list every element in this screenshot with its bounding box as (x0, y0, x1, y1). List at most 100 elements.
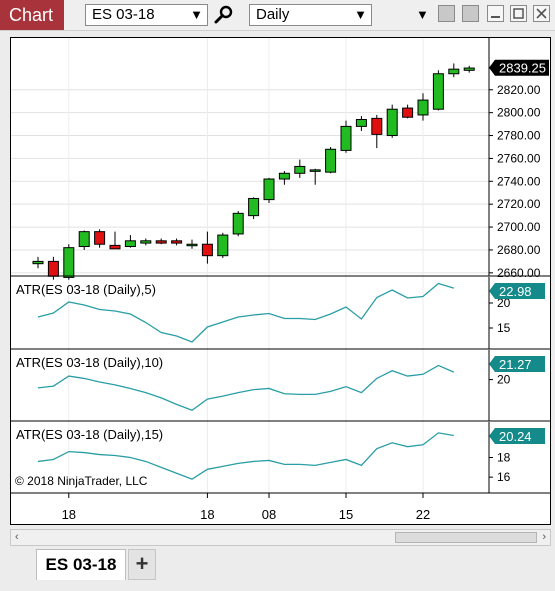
chart-canvas[interactable]: 2660.00 2680.00 2700.00 2720.00 2740.00 2760.… (11, 38, 550, 524)
price-tick-label: 2660.00 (497, 266, 541, 280)
candle-body (432, 73, 444, 110)
candle-body (155, 240, 167, 244)
minimize-button[interactable] (487, 5, 504, 22)
candle-body (109, 244, 121, 250)
tab-es-03-18[interactable]: ES 03-18 (36, 549, 126, 580)
candle (217, 232, 229, 258)
candle-body (32, 260, 44, 265)
time-tick-label: 15 (339, 507, 353, 522)
atr-line (37, 432, 454, 480)
time-axis: 18 18 08 15 22 (62, 493, 430, 522)
candle-body (325, 148, 337, 173)
candle (448, 63, 460, 78)
candle (109, 231, 121, 250)
price-tick-label: 2680.00 (497, 243, 541, 257)
interval-selector[interactable]: Daily ▼ (249, 4, 372, 26)
close-icon (536, 8, 547, 19)
candle (402, 104, 414, 119)
candles (32, 63, 475, 280)
price-tick-label: 2740.00 (497, 174, 541, 188)
candle (263, 177, 275, 204)
candle-body (94, 231, 106, 245)
candle-body (217, 234, 229, 257)
chevron-down-icon: ▼ (190, 7, 203, 22)
candle (325, 146, 337, 174)
maximize-icon (513, 8, 524, 19)
candle-body (278, 172, 290, 180)
atr-tick-label: 18 (497, 451, 511, 465)
price-tick-label: 2820.00 (497, 83, 541, 97)
candle (124, 235, 136, 248)
atr-last-value: 21.27 (499, 357, 532, 372)
atr-last-value: 22.98 (499, 284, 532, 299)
candle-body (309, 169, 321, 172)
search-button[interactable] (213, 4, 235, 26)
candle-body (386, 108, 398, 137)
add-tab-button[interactable]: + (128, 549, 156, 580)
candle-body (232, 212, 244, 235)
tile-button[interactable] (438, 5, 455, 22)
candle (248, 197, 260, 220)
candle-body (371, 117, 383, 135)
candle (94, 229, 106, 248)
link-button[interactable] (462, 5, 479, 22)
minimize-icon (491, 16, 500, 18)
candle-body (463, 67, 475, 71)
instrument-selector[interactable]: ES 03-18 ▼ (85, 4, 208, 26)
copyright-text: © 2018 NinjaTrader, LLC (15, 474, 148, 488)
atr-panel-3: 16 18 ATR(ES 03-18 (Daily),15) 20.24 (11, 422, 550, 494)
chart-area[interactable]: 2660.00 2680.00 2700.00 2720.00 2740.00 2760.… (10, 37, 551, 525)
candle (155, 238, 167, 245)
candle (371, 114, 383, 149)
candle-body (124, 240, 136, 248)
close-button[interactable] (533, 5, 550, 22)
price-axis: 2660.00 2680.00 2700.00 2720.00 2740.00 2760.… (11, 38, 550, 280)
atr-panel-2: 20 ATR(ES 03-18 (Daily),10) 21.27 (11, 350, 550, 422)
atr-value-badge (489, 428, 545, 444)
scroll-thumb[interactable] (395, 532, 537, 543)
atr-value-badge (489, 356, 545, 372)
atr-last-value: 20.24 (499, 429, 532, 444)
candle (278, 171, 290, 185)
scroll-right-icon[interactable]: › (542, 531, 546, 543)
atr-tick-label: 20 (497, 373, 511, 387)
atr-title: ATR(ES 03-18 (Daily),10) (16, 355, 163, 370)
atr-title: ATR(ES 03-18 (Daily),15) (16, 427, 163, 442)
price-tick-label: 2720.00 (497, 197, 541, 211)
candle (463, 65, 475, 73)
candle-body (417, 99, 429, 116)
chevron-down-icon[interactable]: ▼ (416, 7, 429, 22)
candle-body (263, 178, 275, 201)
candle-body (355, 119, 367, 127)
tab-bar: ES 03-18 + (0, 547, 555, 591)
interval-value: Daily (256, 6, 290, 23)
maximize-button[interactable] (510, 5, 527, 22)
candle-body (171, 240, 183, 244)
candle-body (140, 240, 152, 244)
candle-body (78, 231, 90, 248)
candle-body (63, 247, 75, 278)
candle (355, 116, 367, 131)
scroll-left-icon[interactable]: ‹ (15, 531, 19, 543)
candle (78, 230, 90, 250)
candle (417, 93, 429, 121)
horizontal-scrollbar[interactable]: ‹ › (10, 529, 551, 546)
price-grid (11, 38, 489, 493)
candle (140, 238, 152, 246)
candle (386, 104, 398, 138)
toolbar: Chart ES 03-18 ▼ Daily ▼ ▼ (0, 0, 555, 31)
time-tick-label: 22 (416, 507, 430, 522)
price-tick-label: 2760.00 (497, 151, 541, 165)
time-tick-label: 08 (262, 507, 276, 522)
candle (432, 70, 444, 111)
candle-body (201, 243, 213, 257)
instrument-value: ES 03-18 (92, 6, 155, 23)
window-title[interactable]: Chart (0, 0, 64, 30)
search-icon (214, 5, 233, 24)
atr-line (37, 364, 455, 412)
last-price-badge (489, 59, 549, 76)
time-tick-label: 18 (200, 507, 214, 522)
atr-line (37, 282, 454, 343)
atr-panel-1: 15 20 ATR(ES 03-18 (Daily),5) 22.98 (11, 277, 550, 350)
